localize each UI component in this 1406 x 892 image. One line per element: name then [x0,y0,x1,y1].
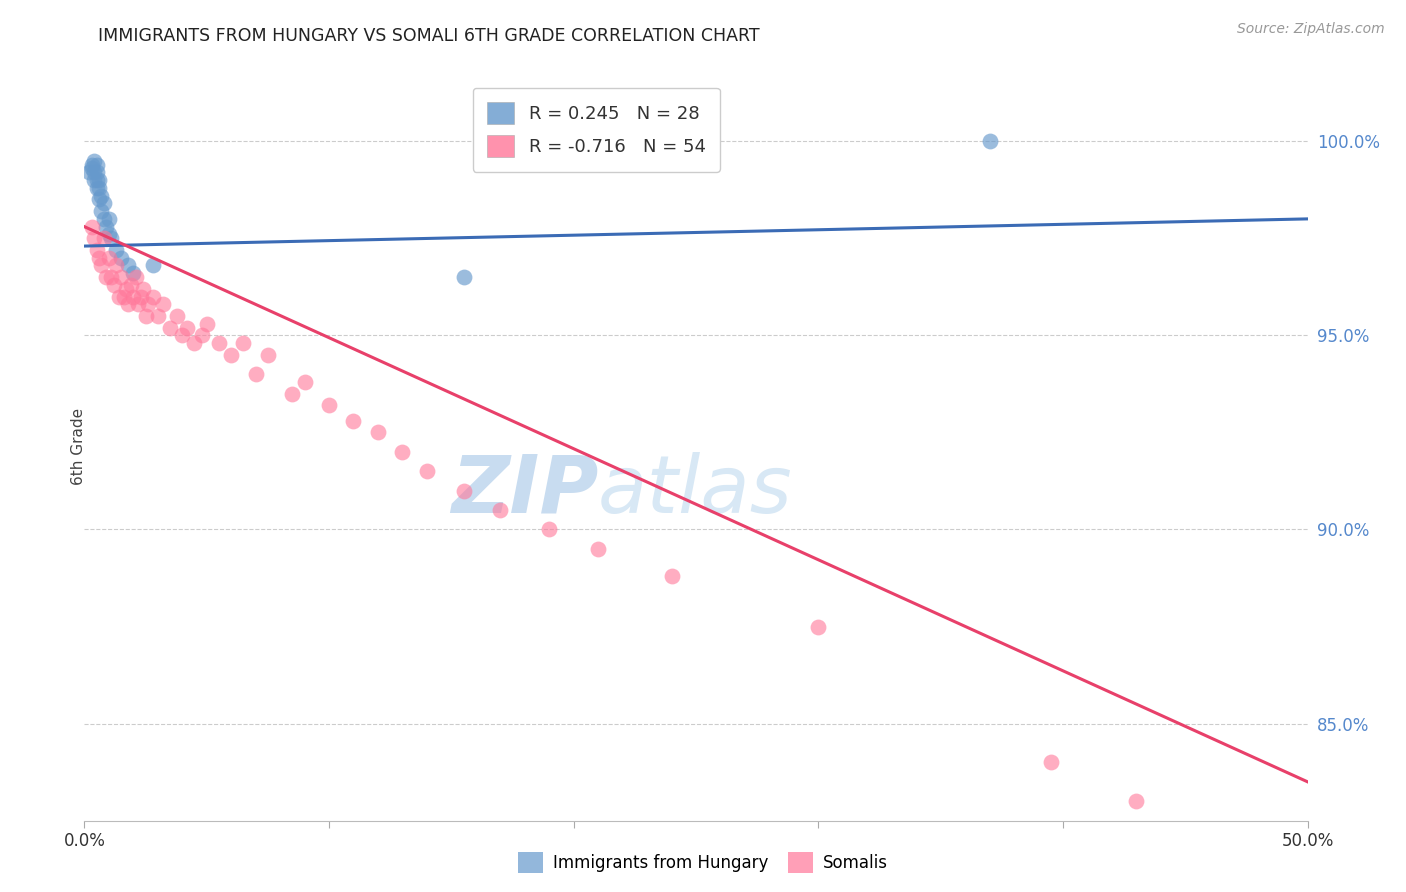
Point [979,134,1001,148]
Point [87,181,110,195]
Point [538,523,561,537]
Point [294,375,316,389]
Point [97,227,120,242]
Point [183,336,205,351]
Point [257,348,280,362]
Point [208,336,231,351]
Point [83,173,105,187]
Point [96,270,118,285]
Point [112,289,135,303]
Point [83,153,105,168]
Point [232,336,254,351]
Point [195,317,218,331]
Text: IMMIGRANTS FROM HUNGARY VS SOMALI 6TH GRADE CORRELATION CHART: IMMIGRANTS FROM HUNGARY VS SOMALI 6TH GR… [98,27,761,45]
Point [453,483,475,498]
Point [107,289,129,303]
Point [90,204,112,219]
Point [93,196,115,211]
Legend: R = 0.245   N = 28, R = -0.716   N = 54: R = 0.245 N = 28, R = -0.716 N = 54 [472,88,720,171]
Point [127,297,149,311]
Point [245,367,267,381]
Point [87,193,110,207]
Point [93,231,115,245]
Point [86,157,108,171]
Point [166,309,188,323]
Point [586,541,609,556]
Point [142,289,165,303]
Text: Source: ZipAtlas.com: Source: ZipAtlas.com [1237,22,1385,37]
Point [125,270,148,285]
Text: ZIP: ZIP [451,452,598,530]
Point [86,165,108,179]
Point [110,270,132,285]
Point [807,619,830,633]
Point [100,231,122,245]
Point [120,277,142,292]
Point [191,328,214,343]
Point [661,569,683,583]
Point [453,270,475,285]
Point [281,386,304,401]
Point [122,289,145,303]
Point [86,173,108,187]
Point [97,211,120,226]
Point [391,445,413,459]
Point [136,297,159,311]
Point [318,398,340,412]
Point [105,243,128,257]
Point [86,181,108,195]
Point [87,173,110,187]
Point [132,282,155,296]
Point [87,251,110,265]
Point [80,219,103,234]
Point [77,165,100,179]
Point [122,266,145,280]
Point [146,309,169,323]
Point [110,251,132,265]
Point [80,161,103,176]
Legend: Immigrants from Hungary, Somalis: Immigrants from Hungary, Somalis [512,846,894,880]
Point [115,282,138,296]
Point [105,259,128,273]
Text: atlas: atlas [598,452,793,530]
Point [83,231,105,245]
Point [367,425,389,440]
Point [117,259,139,273]
Point [159,320,181,334]
Point [93,211,115,226]
Point [176,320,198,334]
Point [416,464,439,478]
Point [142,259,165,273]
Point [135,309,157,323]
Point [1039,756,1062,770]
Point [129,289,152,303]
Point [219,348,242,362]
Point [342,414,364,428]
Point [152,297,174,311]
Point [100,270,122,285]
Point [83,165,105,179]
Point [90,188,112,202]
Point [117,297,139,311]
Point [103,277,125,292]
Point [90,259,112,273]
Point [96,219,118,234]
Point [172,328,194,343]
Point [86,243,108,257]
Point [489,503,512,517]
Y-axis label: 6th Grade: 6th Grade [72,408,86,484]
Point [1125,794,1147,808]
Point [97,251,120,265]
Point [80,157,103,171]
